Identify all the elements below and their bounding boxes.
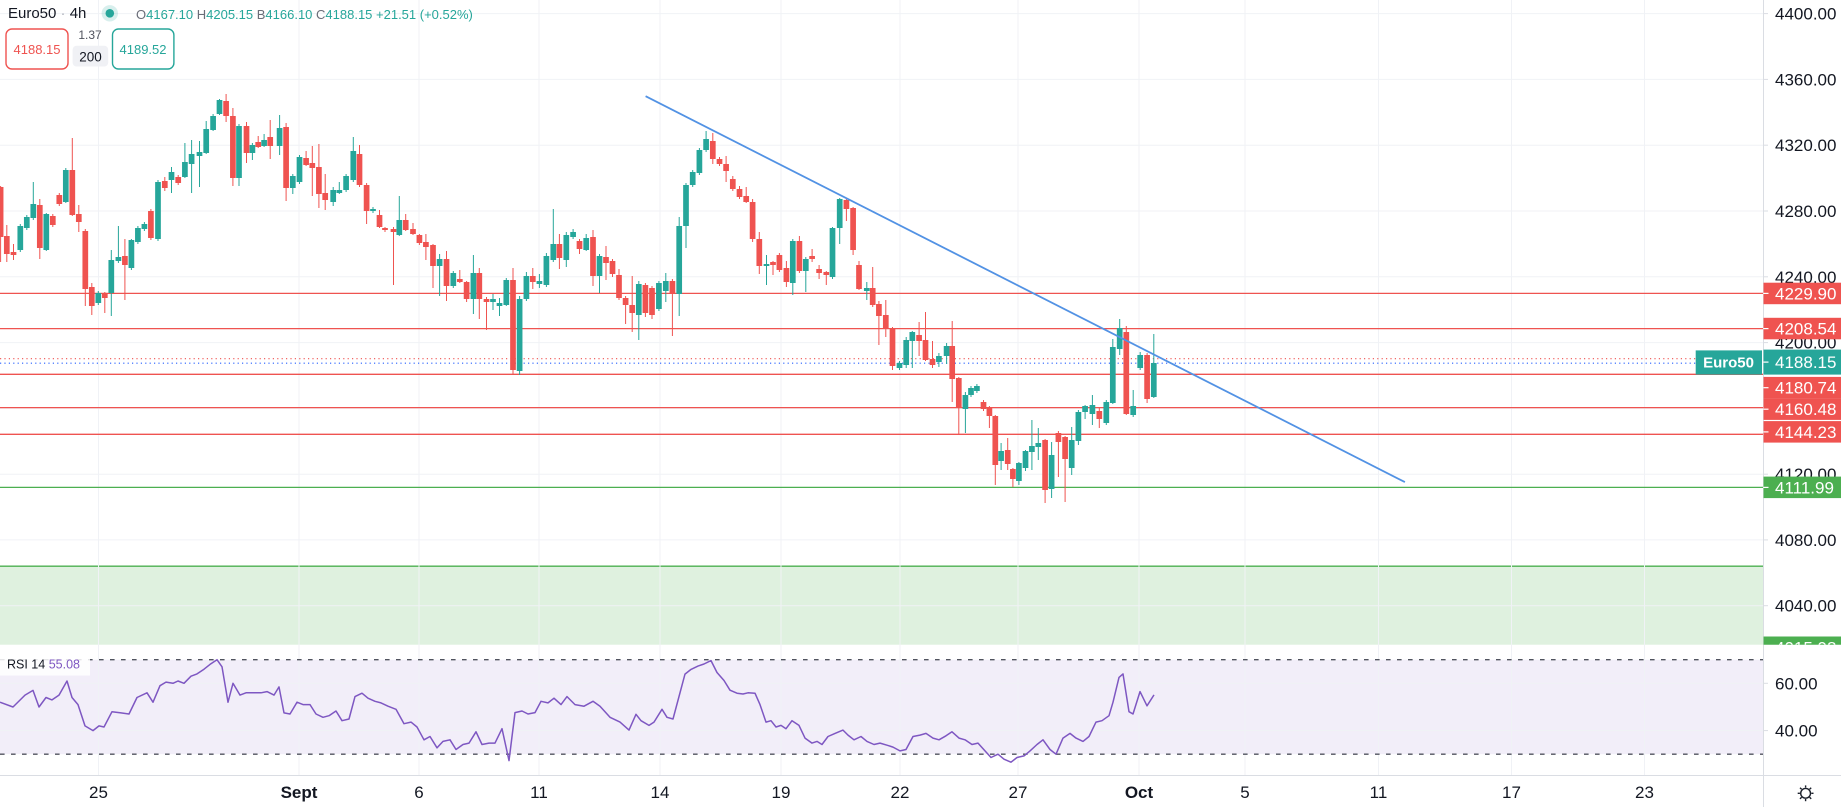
svg-text:14: 14 — [651, 783, 670, 802]
svg-text:11: 11 — [530, 783, 548, 802]
svg-text:60.00: 60.00 — [1775, 674, 1818, 693]
svg-text:Euro50: Euro50 — [1703, 355, 1754, 372]
svg-text:RSI 14 55.08: RSI 14 55.08 — [7, 658, 80, 672]
svg-text:1.37: 1.37 — [78, 28, 102, 42]
svg-text:4180.74: 4180.74 — [1775, 379, 1836, 398]
svg-text:4280.00: 4280.00 — [1775, 202, 1836, 221]
svg-text:4111.99: 4111.99 — [1775, 478, 1834, 497]
svg-text:17: 17 — [1502, 783, 1521, 802]
svg-text:4208.54: 4208.54 — [1775, 320, 1836, 339]
svg-text:22: 22 — [891, 783, 910, 802]
svg-text:25: 25 — [89, 783, 108, 802]
svg-text:11: 11 — [1370, 783, 1388, 802]
svg-text:5: 5 — [1240, 783, 1249, 802]
svg-text:4360.00: 4360.00 — [1775, 70, 1836, 89]
svg-text:4320.00: 4320.00 — [1775, 136, 1836, 155]
svg-text:Oct: Oct — [1125, 783, 1154, 802]
svg-text:4080.00: 4080.00 — [1775, 531, 1836, 550]
svg-text:6: 6 — [414, 783, 423, 802]
svg-text:40.00: 40.00 — [1775, 722, 1818, 741]
svg-text:O4167.10 H4205.15 B4166.10 C41: O4167.10 H4205.15 B4166.10 C4188.15 +21.… — [136, 7, 473, 22]
svg-text:4188.15: 4188.15 — [1775, 353, 1836, 372]
svg-text:4015.98: 4015.98 — [1775, 638, 1836, 657]
svg-text:27: 27 — [1009, 783, 1028, 802]
svg-text:Sept: Sept — [281, 783, 318, 802]
svg-text:4240.00: 4240.00 — [1775, 268, 1836, 287]
svg-text:4160.48: 4160.48 — [1775, 400, 1836, 419]
svg-text:23: 23 — [1635, 783, 1654, 802]
svg-text:19: 19 — [772, 783, 791, 802]
svg-text:4040.00: 4040.00 — [1775, 597, 1836, 616]
svg-text:4229.90: 4229.90 — [1775, 284, 1836, 303]
svg-text:Euro50 · 4h: Euro50 · 4h — [8, 5, 86, 22]
svg-text:4188.15: 4188.15 — [14, 42, 61, 57]
svg-text:4400.00: 4400.00 — [1775, 5, 1836, 24]
svg-text:4189.52: 4189.52 — [120, 42, 167, 57]
svg-text:200: 200 — [79, 50, 102, 65]
svg-text:4144.23: 4144.23 — [1775, 423, 1836, 442]
